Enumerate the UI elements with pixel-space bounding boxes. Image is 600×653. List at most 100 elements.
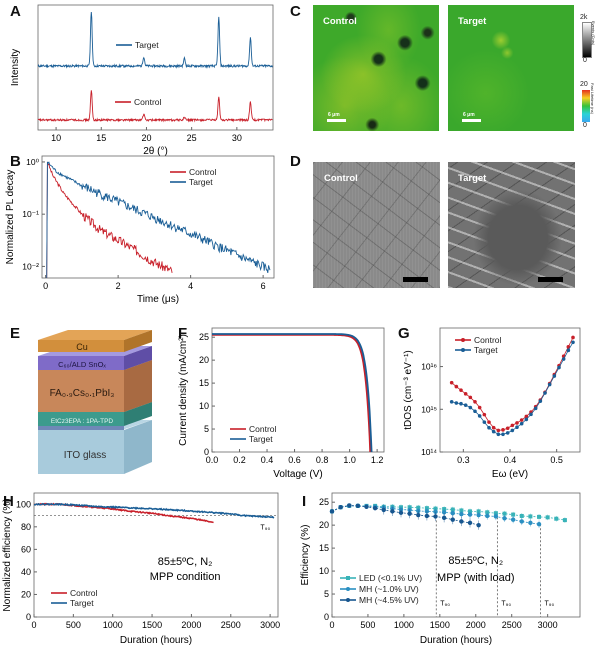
legend-label: Control [249, 424, 277, 434]
data-point [347, 503, 352, 508]
y-axis-label: Normalized PL decay [5, 170, 16, 265]
x-tick-label: 1500 [142, 620, 162, 630]
sem-control-label: Control [324, 173, 358, 184]
layer-sam [38, 412, 124, 426]
y-tick-label: 20 [199, 355, 209, 365]
legend-label: Control [134, 97, 162, 107]
data-point [482, 412, 487, 417]
y-tick-label: 20 [319, 520, 329, 530]
x-tick-label: 25 [187, 133, 197, 143]
x-tick-label: 0.3 [457, 455, 470, 465]
x-tick-label: 3000 [260, 620, 280, 630]
data-point [496, 428, 501, 433]
x-tick-label: 500 [360, 620, 375, 630]
y-axis-label: Efficiency (%) [300, 525, 311, 586]
data-point [372, 505, 378, 511]
map-control-label: Control [323, 16, 357, 27]
layer-cu [38, 340, 124, 352]
data-point [459, 388, 463, 392]
y-tick-label: 60 [21, 544, 31, 554]
data-point [552, 374, 557, 378]
y-tick-label: 40 [21, 567, 31, 577]
y-tick-label: 0 [26, 612, 31, 622]
y-tick-label: 25 [199, 332, 209, 342]
data-point [566, 345, 571, 349]
sem-target-label: Target [458, 173, 487, 184]
x-tick-label: 20 [141, 133, 151, 143]
layer-perovskite-label: FA₀.₉Cs₀.₁PbI₃ [50, 388, 115, 399]
layer-etl [38, 356, 124, 370]
map-control: Control 6 μm [313, 5, 439, 131]
y-tick-label: 10 [199, 401, 209, 411]
scalebar-label: 6 μm [463, 112, 475, 118]
legend-label: Target [189, 177, 213, 187]
data-point [338, 505, 343, 510]
y-tick-label: 25 [319, 497, 329, 507]
data-point [454, 384, 459, 389]
legend-label: Control [474, 335, 502, 345]
data-point [515, 421, 519, 425]
series-control [37, 90, 273, 123]
y-tick-label: 20 [21, 589, 31, 599]
data-point [528, 514, 533, 519]
condition-text-1: 85±5ºC, N₂ [158, 556, 213, 568]
data-point [529, 412, 533, 417]
data-point [519, 421, 524, 426]
data-point [476, 522, 481, 528]
colorbar-events-max: 2k [580, 14, 588, 21]
legend-label: Target [135, 40, 159, 50]
data-point [398, 510, 404, 515]
scalebar [538, 277, 563, 282]
series-control [33, 502, 214, 524]
data-point [454, 401, 459, 405]
x-tick-label: 0.0 [206, 455, 219, 465]
data-point [502, 511, 507, 516]
data-point [381, 507, 386, 513]
legend-marker [346, 598, 350, 602]
data-point [510, 517, 516, 522]
x-tick-label: 0.2 [233, 455, 246, 465]
panel-label-i: I [302, 493, 307, 510]
legend-marker [461, 348, 465, 352]
layer-sam-label: EtCz3EPA : 1PA-TPD [51, 418, 114, 425]
plot-frame [211, 327, 385, 453]
colorbar-events-label: Events (Cnts) [591, 21, 596, 46]
data-point [449, 380, 454, 385]
x-tick-label: 0.5 [550, 455, 563, 465]
t90-label: T₉₀ [544, 601, 554, 608]
data-point [571, 340, 575, 345]
x-tick-label: 30 [232, 133, 242, 143]
legend-marker [346, 587, 350, 591]
data-point [524, 417, 529, 422]
data-point [515, 425, 519, 430]
y-tick-label: 0 [324, 612, 329, 622]
data-point [459, 401, 463, 406]
x-axis-label: Duration (hours) [420, 635, 492, 646]
legend-marker [461, 338, 465, 342]
legend-marker [346, 576, 350, 580]
legend-label: Target [249, 434, 273, 444]
data-point [505, 431, 510, 435]
y-tick-label: 10¹⁵ [421, 404, 437, 414]
data-point [450, 511, 455, 516]
data-point [493, 514, 499, 519]
data-point [510, 428, 515, 433]
plot-frame [331, 492, 581, 618]
panel-label-c: C [290, 3, 301, 20]
data-point [491, 429, 496, 434]
scalebar [462, 119, 481, 122]
t90-label: T₉₀ [440, 601, 450, 608]
legend-label: Control [189, 167, 217, 177]
x-axis-label: 2θ (°) [143, 146, 168, 157]
data-point [477, 405, 482, 410]
x-tick-label: 0 [43, 281, 48, 291]
series-target [46, 161, 271, 279]
legend-label: Control [70, 588, 98, 598]
chart-g-tdos: 0.3 0.4 0.5 10¹⁴ 10¹⁵ 10¹⁶ Eω (eV) tDOS (cm⁻³ e… [403, 327, 581, 480]
x-tick-label: 2000 [466, 620, 486, 630]
data-point [450, 507, 455, 512]
plot-frame [41, 155, 275, 279]
data-point [519, 519, 524, 524]
data-point [536, 522, 542, 527]
data-point [449, 399, 454, 404]
